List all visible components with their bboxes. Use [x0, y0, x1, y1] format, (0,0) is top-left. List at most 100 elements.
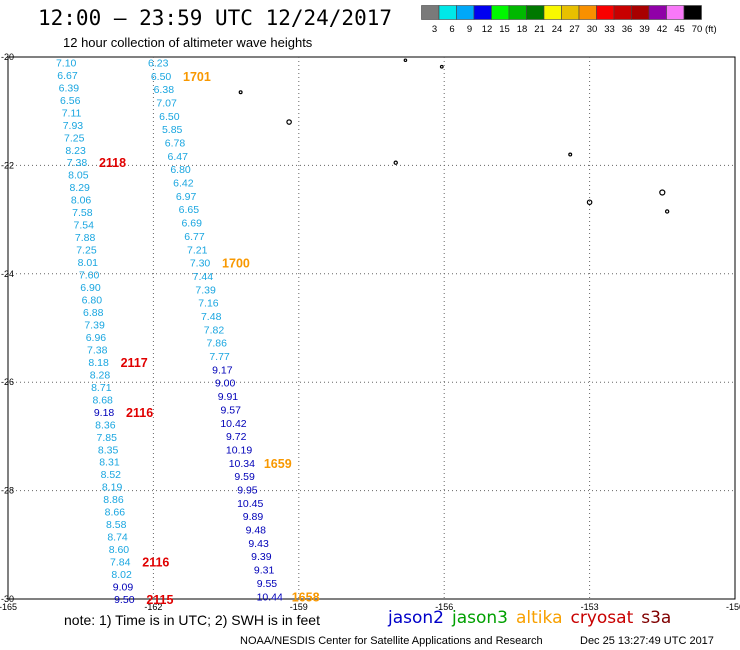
satellite-legend: jason2 jason3 altika cryosat s3a [388, 608, 679, 628]
latitude-tick-label: -26 [1, 377, 14, 387]
wave-height-value: 8.35 [98, 444, 119, 456]
longitude-tick-label: -150 [726, 602, 740, 612]
wave-height-value: 7.44 [193, 271, 214, 283]
wave-height-value: 6.96 [86, 332, 107, 344]
color-scale-label: 36 [622, 24, 633, 35]
island-outline [659, 189, 666, 196]
map-frame [7, 56, 736, 600]
island-outline [439, 64, 444, 69]
wave-height-value: 7.11 [62, 107, 82, 119]
wave-height-value: 7.77 [209, 351, 230, 363]
wave-height-value: 9.50 [114, 594, 135, 606]
wave-height-value: 6.42 [173, 178, 194, 190]
wave-height-value: 6.80 [170, 164, 191, 176]
wave-height-value: 5.85 [162, 124, 183, 136]
wave-height-value: 8.01 [78, 257, 99, 269]
wave-height-value: 8.18 [88, 357, 109, 369]
wave-height-value: 6.88 [83, 307, 104, 319]
wave-height-value: 7.16 [198, 298, 219, 310]
wave-height-value: 9.59 [234, 471, 255, 483]
latitude-tick-label: -22 [1, 160, 14, 170]
wave-height-value: 8.66 [105, 507, 126, 519]
wave-height-value: 6.50 [151, 71, 172, 83]
color-scale-label: 42 [657, 24, 668, 35]
wave-height-value: 9.72 [226, 431, 247, 443]
color-scale-label: 21 [534, 24, 545, 35]
island-outline [664, 209, 670, 214]
pass-time-label: 2118 [99, 156, 126, 170]
legend-item-altika: altika [516, 608, 563, 628]
footer-credit: NOAA/NESDIS Center for Satellite Applica… [240, 635, 543, 647]
wave-height-value: 8.05 [68, 170, 89, 182]
color-scale-label: 18 [517, 24, 528, 35]
wave-height-value: 7.38 [87, 344, 108, 356]
wave-height-value: 7.48 [201, 311, 222, 323]
island-outline [393, 160, 398, 165]
wave-height-value: 9.39 [251, 551, 272, 563]
wave-height-value: 8.19 [102, 482, 123, 494]
wave-height-value: 6.80 [82, 295, 103, 307]
wave-height-value: 7.60 [79, 270, 100, 282]
island-outline [286, 119, 292, 125]
wave-height-value: 7.54 [74, 220, 95, 232]
wave-height-value: 6.97 [176, 191, 197, 203]
wave-height-value: 7.25 [64, 132, 85, 144]
pass-time-label: 2116 [142, 556, 169, 570]
island-outline [403, 58, 408, 63]
wave-height-value: 8.71 [91, 382, 112, 394]
wave-height-value: 8.68 [92, 394, 113, 406]
wave-height-value: 6.69 [181, 218, 202, 230]
wave-height-value: 7.84 [110, 557, 131, 569]
color-scale-label: 45 [674, 24, 685, 35]
wave-height-value: 6.90 [80, 282, 101, 294]
latitude-tick-label: -28 [1, 486, 14, 496]
legend-item-jason3: jason3 [452, 608, 508, 628]
latitude-tick-label: -20 [1, 52, 14, 62]
wave-height-value: 7.85 [97, 432, 118, 444]
wave-height-value: 7.30 [190, 258, 211, 270]
wave-height-value: 10.19 [226, 444, 252, 456]
wave-height-value: 6.77 [184, 231, 205, 243]
wave-height-value: 9.89 [243, 511, 264, 523]
units-note: note: 1) Time is in UTC; 2) SWH is in fe… [64, 612, 320, 628]
island-outline [586, 199, 593, 206]
wave-height-value: 9.43 [248, 538, 269, 550]
wave-height-value: 8.52 [101, 469, 122, 481]
color-scale-label: 9 [467, 24, 472, 35]
wave-height-value: 7.39 [84, 319, 105, 331]
wave-height-value: 8.58 [106, 519, 127, 531]
wave-height-value: 8.06 [71, 195, 92, 207]
wave-height-value: 9.48 [246, 525, 267, 537]
color-scale-label: 24 [552, 24, 563, 35]
wave-height-value: 10.42 [220, 418, 246, 430]
pass-time-label: 1658 [292, 590, 320, 604]
longitude-tick-label: -162 [144, 602, 162, 612]
pass-time-label: 1700 [222, 257, 250, 271]
color-scale-label: 27 [569, 24, 580, 35]
latitude-tick-label: -30 [1, 594, 14, 604]
longitude-tick-label: -153 [581, 602, 599, 612]
wave-height-value: 7.58 [72, 207, 93, 219]
wave-height-value: 8.28 [90, 369, 111, 381]
wave-height-value: 7.82 [204, 324, 225, 336]
wave-height-value: 6.47 [168, 151, 189, 163]
wave-height-value: 9.18 [94, 407, 115, 419]
legend-item-s3a: s3a [641, 608, 672, 628]
wave-height-value: 6.78 [165, 138, 186, 150]
wave-height-value: 9.95 [237, 485, 258, 497]
wave-height-value: 7.25 [76, 245, 97, 257]
wave-height-value: 9.00 [215, 378, 236, 390]
wave-height-value: 6.65 [179, 204, 200, 216]
wave-height-value: 8.29 [69, 182, 90, 194]
color-scale-bar: 3 6 9 12 15 18 21 24 27 30 33 36 39 42 45 70 (ft) [421, 5, 717, 35]
wave-height-value: 9.09 [113, 582, 134, 594]
wave-height-value: 8.31 [99, 457, 120, 469]
color-swatch [683, 5, 702, 20]
wave-height-value: 6.50 [159, 111, 180, 123]
color-scale-label: 12 [482, 24, 493, 35]
wave-height-value: 6.67 [57, 70, 78, 82]
pass-time-label: 1659 [264, 457, 292, 471]
wave-height-value: 6.38 [154, 84, 175, 96]
pass-time-label: 2115 [146, 593, 173, 607]
